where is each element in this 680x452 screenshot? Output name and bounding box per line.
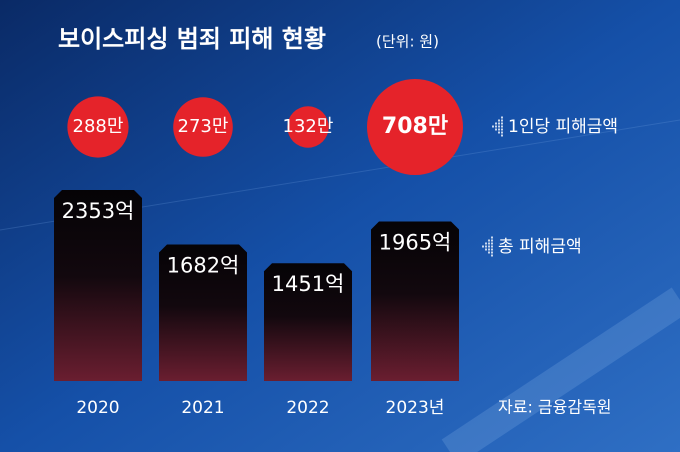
bar: [264, 263, 352, 381]
legend-icon: [495, 128, 497, 131]
value-label: 708만: [382, 114, 448, 139]
bubble: [287, 106, 329, 148]
legend-icon: [488, 242, 490, 245]
bubble: [67, 96, 129, 158]
legend-icon: [488, 245, 490, 248]
legend-icon: [485, 248, 487, 251]
legend-icon: [501, 125, 503, 128]
bar: [371, 221, 459, 381]
x-tick-label: 2021: [181, 398, 224, 418]
legend-icon: [488, 251, 490, 254]
x-tick-label: 2022: [286, 398, 329, 418]
legend-icon: [498, 119, 500, 122]
legend-icon: [501, 116, 503, 119]
decor: [441, 287, 680, 452]
legend-icon: [491, 245, 493, 248]
legend-icon: [491, 248, 493, 251]
value-label: 1451억: [272, 272, 345, 296]
chart-title: 보이스피싱 범죄 피해 현황: [58, 25, 326, 53]
bubble: [367, 79, 463, 175]
legend-icon: [492, 125, 494, 128]
legend-icon: [501, 134, 503, 137]
legend-label: 총 피해금액: [498, 237, 582, 257]
legend-icon: [491, 236, 493, 239]
legend-label: 1인당 피해금액: [508, 117, 618, 137]
legend-icon: [498, 131, 500, 134]
x-tick-label: 2023년: [386, 398, 445, 418]
value-label: 288만: [73, 116, 124, 137]
bar: [159, 244, 247, 381]
bubble: [173, 97, 233, 157]
legend-icon: [488, 239, 490, 242]
legend-icon: [485, 245, 487, 248]
x-tick-label: 2020: [76, 398, 119, 418]
legend-icon: [498, 122, 500, 125]
value-label: 1965억: [379, 230, 452, 254]
value-label: 273만: [178, 116, 229, 137]
legend-icon: [501, 119, 503, 122]
legend-icon: [485, 242, 487, 245]
legend-icon: [491, 242, 493, 245]
legend-icon: [482, 245, 484, 248]
value-label: 2353억: [62, 199, 135, 223]
value-label: 132만: [283, 116, 334, 137]
legend-icon: [501, 122, 503, 125]
legend-icon: [495, 125, 497, 128]
legend-icon: [498, 128, 500, 131]
legend-icon: [501, 131, 503, 134]
legend-icon: [498, 125, 500, 128]
legend-icon: [501, 128, 503, 131]
source: 자료: 금융감독원: [498, 398, 612, 417]
legend-icon: [488, 248, 490, 251]
legend-icon: [491, 239, 493, 242]
bar: [54, 190, 142, 381]
value-label: 1682억: [167, 253, 240, 277]
legend-icon: [495, 122, 497, 125]
chart-subtitle: (단위: 원): [376, 33, 439, 51]
legend-icon: [491, 251, 493, 254]
legend-icon: [491, 254, 493, 257]
